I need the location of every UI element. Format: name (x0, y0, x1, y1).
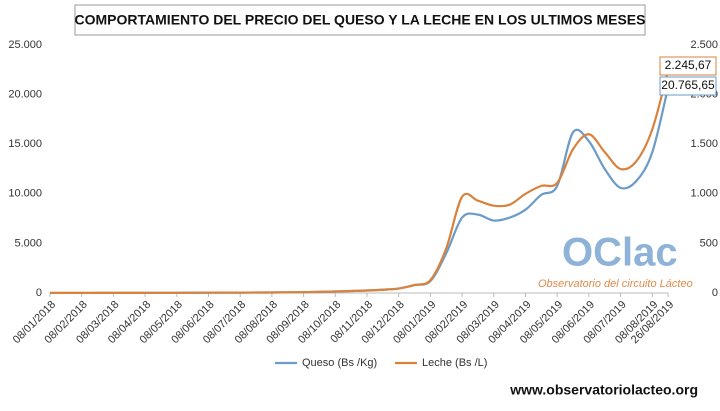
y2-tick-label: 1.000 (690, 188, 718, 200)
logo-name: OClac (562, 231, 678, 275)
value-label-box (659, 56, 717, 76)
y-tick-label: 20.000 (8, 89, 42, 101)
y2-tick-label: 1.500 (690, 138, 718, 150)
title-box (74, 4, 646, 36)
y-tick-label: 0 (36, 287, 42, 299)
logo-tagline: Observatorio del circuito Lácteo (538, 278, 693, 290)
chart-title: COMPORTAMIENTO DEL PRECIO DEL QUESO Y LA… (75, 12, 646, 28)
y-tick-label: 5.000 (14, 237, 42, 249)
legend-label: Queso (Bs /Kg) (302, 357, 377, 369)
y-tick-label: 25.000 (8, 39, 42, 51)
y2-tick-label: 500 (700, 237, 718, 249)
legend-label: Leche (Bs /L) (422, 357, 487, 369)
y-tick-label: 15.000 (8, 138, 42, 150)
y2-tick-label: 0 (712, 287, 718, 299)
source: www.observatoriolacteo.org (509, 382, 698, 398)
value-label: 2.245,67 (665, 58, 712, 72)
value-label-box (659, 76, 717, 96)
y2-tick-label: 2.500 (690, 39, 718, 51)
y-tick-label: 10.000 (8, 188, 42, 200)
value-label: 20.765,65 (661, 78, 715, 92)
series-line (50, 69, 670, 295)
